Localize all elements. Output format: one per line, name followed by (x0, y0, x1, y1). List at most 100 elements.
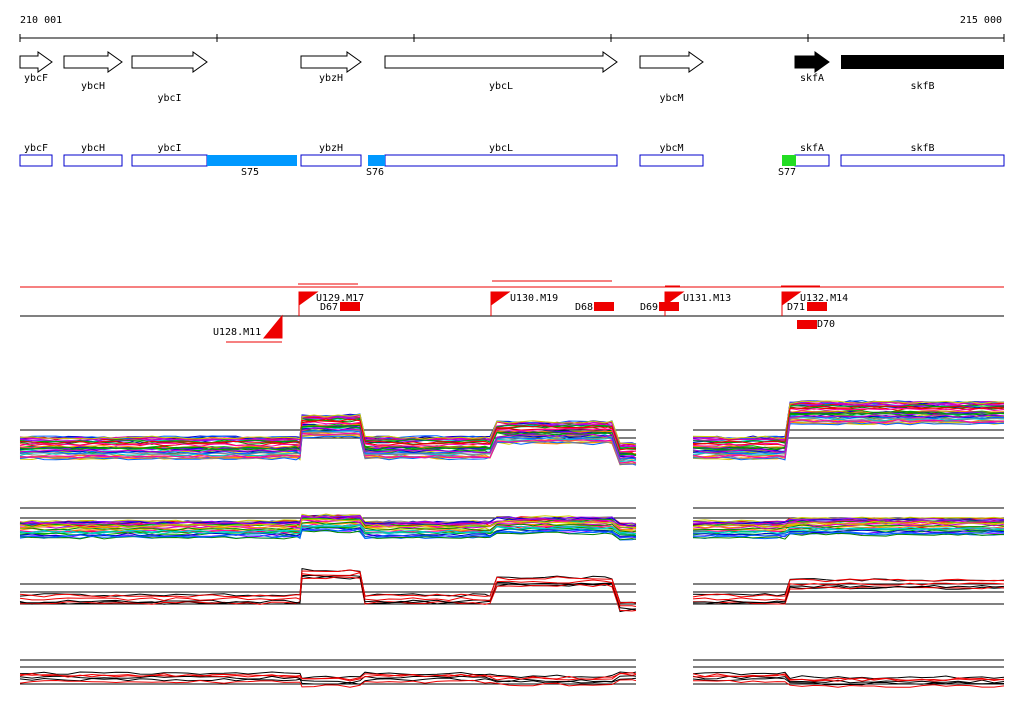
expression-profile (692, 409, 1005, 449)
expression-profile (19, 576, 637, 612)
feature-flag (298, 291, 319, 316)
expression-profile (692, 527, 1005, 535)
expression-profile (692, 414, 1005, 453)
gene-block (841, 55, 1004, 69)
gene-arrow (300, 51, 362, 73)
gene-box (639, 154, 704, 167)
expression-profile (692, 584, 1005, 604)
expression-profile (692, 420, 1005, 460)
expression-profile (19, 521, 637, 533)
expression-profile (19, 427, 637, 459)
expression-profile (692, 405, 1005, 445)
gene-box (794, 154, 830, 167)
deletion-label: D68 (575, 302, 593, 313)
deletion-box (594, 302, 614, 311)
gene-box-label: ybcM (659, 143, 683, 154)
gene-box (300, 154, 362, 167)
expression-profile (692, 417, 1005, 456)
expression-profile (19, 425, 637, 457)
expression-profile (692, 407, 1005, 447)
segment (207, 155, 297, 166)
gene-box (384, 154, 618, 167)
gene-box-label: skfB (910, 143, 934, 154)
gene-box (19, 154, 53, 167)
expression-profile (19, 529, 637, 541)
gene-arrow (131, 51, 208, 73)
feature-label: U130.M19 (510, 293, 558, 304)
expression-profile (19, 418, 637, 451)
gene-box (131, 154, 208, 167)
deletion-box (659, 302, 679, 311)
expression-profile (692, 524, 1005, 531)
deletion-label: D67 (320, 302, 338, 313)
expression-profile (19, 432, 637, 464)
expression-profile (693, 529, 1005, 536)
expression-profile (19, 413, 637, 445)
expression-profile (692, 677, 1005, 686)
feature-label: U129.M17 (316, 293, 364, 304)
expression-profile (692, 400, 1005, 440)
expression-profile (19, 526, 637, 537)
ruler-start: 210 001 (20, 15, 62, 26)
segment (368, 155, 385, 166)
expression-profile (19, 672, 637, 682)
gene-label: ybcM (659, 93, 683, 104)
gene-arrow (63, 51, 123, 73)
gene-box-label: ybcI (157, 143, 181, 154)
feature-flag (490, 291, 511, 316)
gene-arrow (19, 51, 53, 73)
segment-label: S75 (241, 167, 259, 178)
expression-profile (20, 528, 637, 539)
deletion-box (797, 320, 817, 329)
segment-label: S77 (778, 167, 796, 178)
expression-profile (692, 671, 1005, 680)
expression-profile (692, 401, 1005, 441)
expression-profile (19, 524, 637, 534)
expression-profile (692, 530, 1005, 538)
feature-flag (781, 291, 802, 316)
expression-profile (19, 571, 637, 607)
expression-profile (19, 569, 637, 604)
gene-box-label: ybcL (489, 143, 513, 154)
gene-label: ybcL (489, 81, 513, 92)
deletion-box (340, 302, 360, 311)
gene-label: ybzH (319, 73, 343, 84)
gene-arrow (794, 51, 830, 73)
expression-profile (692, 675, 1005, 684)
gene-label: skfB (910, 81, 934, 92)
expression-profile (692, 679, 1005, 688)
gene-label: ybcF (24, 73, 48, 84)
expression-profile (19, 524, 637, 535)
expression-profile (692, 520, 1005, 528)
gene-arrow (384, 51, 618, 73)
deletion-label: D69 (640, 302, 658, 313)
gene-box (63, 154, 123, 167)
feature-flag (262, 314, 283, 339)
gene-label: ybcI (157, 93, 181, 104)
gene-label: skfA (800, 73, 824, 84)
expression-profile (692, 422, 1004, 461)
deletion-label: D70 (817, 319, 835, 330)
gene-box-label: ybzH (319, 143, 343, 154)
ruler-end: 215 000 (960, 15, 1002, 26)
deletion-label: D71 (787, 302, 805, 313)
deletion-box (807, 302, 827, 311)
segment-label: S76 (366, 167, 384, 178)
expression-profile (692, 582, 1005, 601)
expression-profile (19, 516, 637, 528)
expression-profile (692, 532, 1005, 540)
feature-label: U131.M13 (683, 293, 731, 304)
expression-profile (19, 677, 637, 685)
expression-profile (692, 578, 1005, 598)
gene-box-label: skfA (800, 143, 824, 154)
expression-profile (692, 522, 1005, 530)
segment (782, 155, 796, 166)
feature-label: U132.M14 (800, 293, 848, 304)
gene-arrow (639, 51, 704, 73)
gene-label: ybcH (81, 81, 105, 92)
expression-profile (692, 407, 1005, 447)
gene-box-label: ybcH (81, 143, 105, 154)
expression-profile (692, 674, 1005, 682)
gene-box (840, 154, 1005, 167)
expression-profile (19, 518, 637, 529)
